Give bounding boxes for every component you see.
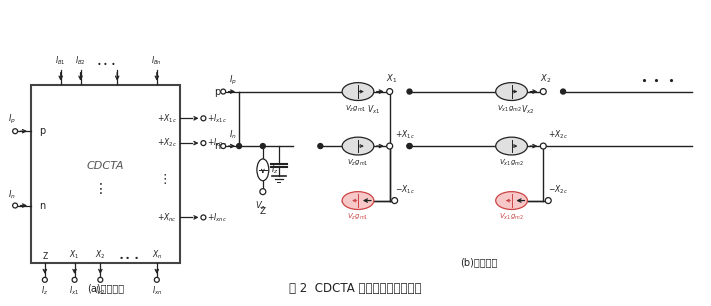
Circle shape	[43, 277, 48, 282]
Text: n: n	[39, 200, 46, 211]
Text: $-X_{1c}$: $-X_{1c}$	[395, 183, 415, 196]
Text: $+X_{nc}$: $+X_{nc}$	[156, 211, 176, 224]
Text: $I_{B1}$: $I_{B1}$	[55, 54, 66, 67]
Circle shape	[407, 89, 412, 94]
Text: Z: Z	[42, 252, 48, 261]
Ellipse shape	[257, 159, 269, 181]
Circle shape	[260, 189, 266, 195]
Circle shape	[154, 277, 159, 282]
Circle shape	[237, 144, 242, 148]
Text: $I_{B2}$: $I_{B2}$	[75, 54, 86, 67]
Text: $I_{x1}$: $I_{x1}$	[70, 285, 80, 297]
Ellipse shape	[496, 192, 528, 210]
Circle shape	[540, 143, 546, 149]
Text: $\bullet\bullet\bullet$: $\bullet\bullet\bullet$	[95, 58, 115, 67]
Circle shape	[220, 89, 225, 94]
Circle shape	[13, 129, 18, 134]
Ellipse shape	[496, 137, 528, 155]
Ellipse shape	[342, 83, 374, 100]
Ellipse shape	[342, 137, 374, 155]
Text: $X_2$: $X_2$	[540, 72, 551, 85]
Circle shape	[318, 144, 323, 148]
Circle shape	[98, 277, 103, 282]
Text: $X_2$: $X_2$	[95, 248, 105, 261]
Text: n: n	[214, 141, 220, 151]
Circle shape	[201, 141, 206, 146]
Text: p: p	[214, 87, 220, 97]
Text: $V_{x1}g_{m2}$: $V_{x1}g_{m2}$	[497, 103, 522, 114]
Text: $I_n$: $I_n$	[9, 188, 16, 200]
Text: ⋮: ⋮	[159, 173, 171, 186]
Text: p: p	[39, 126, 46, 136]
Text: $\bullet\ \bullet\ \bullet$: $\bullet\ \bullet\ \bullet$	[640, 75, 675, 85]
Text: $X_1$: $X_1$	[386, 72, 397, 85]
Circle shape	[407, 144, 412, 148]
Text: 图 2  CDCTA 元件符号及等效电路: 图 2 CDCTA 元件符号及等效电路	[289, 282, 421, 295]
Circle shape	[220, 144, 225, 148]
Circle shape	[13, 203, 18, 208]
Circle shape	[540, 89, 546, 95]
Text: $I_p$: $I_p$	[9, 113, 16, 126]
Text: $V_{x2}$: $V_{x2}$	[520, 103, 534, 116]
Text: $I_z$: $I_z$	[41, 285, 48, 297]
Circle shape	[387, 89, 392, 95]
Circle shape	[201, 215, 206, 220]
Text: $I_n$: $I_n$	[229, 129, 237, 141]
Text: $I_{x2}$: $I_{x2}$	[95, 285, 105, 297]
Text: $V_{x1}g_{m2}$: $V_{x1}g_{m2}$	[499, 211, 524, 222]
Text: $V_{x1}$: $V_{x1}$	[367, 103, 380, 116]
Text: (a)电路符号: (a)电路符号	[87, 283, 124, 293]
Text: $+X_{2c}$: $+X_{2c}$	[156, 137, 176, 149]
Circle shape	[560, 89, 565, 94]
Text: CDCTA: CDCTA	[87, 161, 124, 171]
Circle shape	[407, 144, 412, 148]
Ellipse shape	[496, 83, 528, 100]
Text: $V_z g_{m1}$: $V_z g_{m1}$	[347, 158, 369, 168]
Bar	[31, 85, 180, 263]
Text: $\bullet\bullet\bullet$: $\bullet\bullet\bullet$	[119, 252, 139, 261]
Circle shape	[392, 198, 397, 203]
Text: $+X_{2c}$: $+X_{2c}$	[548, 129, 568, 141]
Text: $I_{Bn}$: $I_{Bn}$	[151, 54, 162, 67]
Text: $I_p$: $I_p$	[229, 73, 237, 87]
Text: $V_z g_{m1}$: $V_z g_{m1}$	[347, 211, 369, 222]
Text: $+I_{x1c}$: $+I_{x1c}$	[208, 112, 228, 125]
Text: (b)等效电路: (b)等效电路	[460, 257, 498, 267]
Circle shape	[72, 277, 77, 282]
Text: $X_1$: $X_1$	[70, 248, 80, 261]
Text: $X_n$: $X_n$	[151, 248, 162, 261]
Text: $+X_{1c}$: $+X_{1c}$	[395, 129, 415, 141]
Circle shape	[387, 143, 392, 149]
Text: $V_z g_{m1}$: $V_z g_{m1}$	[346, 103, 367, 114]
Text: $V_z$: $V_z$	[255, 200, 267, 212]
Text: $I_{xn}$: $I_{xn}$	[151, 285, 162, 297]
Text: ⋮: ⋮	[93, 182, 107, 196]
Circle shape	[545, 198, 551, 203]
Text: $+I_{x2c}$: $+I_{x2c}$	[208, 137, 228, 149]
Text: $-X_{2c}$: $-X_{2c}$	[548, 183, 568, 196]
Text: $+X_{1c}$: $+X_{1c}$	[156, 112, 176, 125]
Text: Z: Z	[260, 207, 266, 215]
Text: $I_z$: $I_z$	[271, 164, 279, 176]
Circle shape	[260, 144, 265, 148]
Ellipse shape	[342, 192, 374, 210]
Text: $V_{x1}g_{m2}$: $V_{x1}g_{m2}$	[499, 158, 524, 168]
Circle shape	[201, 116, 206, 121]
Text: $+I_{xnc}$: $+I_{xnc}$	[208, 211, 228, 224]
